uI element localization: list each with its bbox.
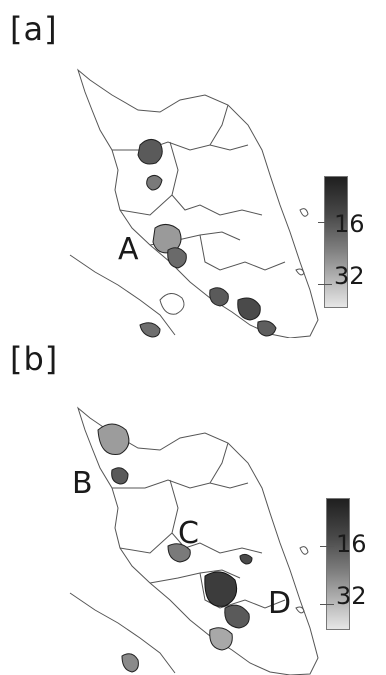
hotspot-region-b xyxy=(111,467,129,485)
colorbar-label-16-a: 16 xyxy=(334,210,365,238)
hotspot-layer-b xyxy=(97,423,253,673)
colorbar-tick-a xyxy=(318,222,332,223)
state-border-a xyxy=(209,104,229,146)
region-label-d: D xyxy=(268,586,292,621)
colorbar-label-32-a: 32 xyxy=(334,262,365,290)
hotspot-region-b xyxy=(121,653,139,673)
hotspot-region-b xyxy=(97,423,130,455)
region-label-c: C xyxy=(178,516,199,551)
state-border-b xyxy=(112,479,249,489)
coast-extension-b xyxy=(69,592,176,674)
state-border-b xyxy=(199,572,286,609)
panel-b-tag: [b] xyxy=(10,340,59,378)
hotspot-region-b xyxy=(239,553,253,565)
hotspot-layer-a xyxy=(137,139,277,338)
hotspot-region-a xyxy=(139,322,161,338)
hotspot-region-a xyxy=(237,297,261,321)
state-border-b xyxy=(209,442,229,484)
hotspot-region-a xyxy=(209,287,229,307)
island-a xyxy=(299,208,309,217)
state-border-a xyxy=(199,234,286,271)
state-border-b xyxy=(169,479,263,554)
colorbar-tick-b xyxy=(320,604,334,605)
colorbar-a xyxy=(324,176,348,308)
colorbar-label-32-b: 32 xyxy=(336,582,367,610)
hotspot-region-a xyxy=(257,320,277,337)
island-b xyxy=(299,546,309,555)
panel-a-tag: [a] xyxy=(10,10,58,48)
state-border-a xyxy=(169,141,263,216)
map-panel-a: [a] A xyxy=(10,10,365,338)
peninsula-map-b xyxy=(69,406,319,675)
island-a xyxy=(159,293,185,315)
hotspot-region-a xyxy=(167,247,187,269)
peninsula-map-a xyxy=(69,68,319,338)
hotspot-region-b xyxy=(167,543,191,563)
colorbar-tick-a xyxy=(318,284,332,285)
island-a xyxy=(295,268,305,276)
coast-extension-a xyxy=(69,254,176,336)
hotspot-region-b xyxy=(204,571,238,607)
island-b xyxy=(295,606,305,614)
hotspot-region-b xyxy=(209,627,233,651)
hotspot-region-a xyxy=(146,174,163,191)
hotspot-region-b xyxy=(224,604,250,629)
hotspot-region-a xyxy=(152,224,182,254)
colorbar-b xyxy=(326,498,350,630)
colorbar-label-16-b: 16 xyxy=(336,530,367,558)
colorbar-tick-b xyxy=(320,546,334,547)
region-label-a: A xyxy=(118,232,139,267)
state-border-a xyxy=(119,194,173,216)
hotspot-region-a xyxy=(137,139,163,165)
state-border-b xyxy=(119,532,173,554)
state-border-a xyxy=(112,141,249,151)
coastline-a xyxy=(77,68,319,338)
region-label-b: B xyxy=(72,466,93,501)
map-panel-b: [b] B C D 16 32 xyxy=(0,338,386,675)
